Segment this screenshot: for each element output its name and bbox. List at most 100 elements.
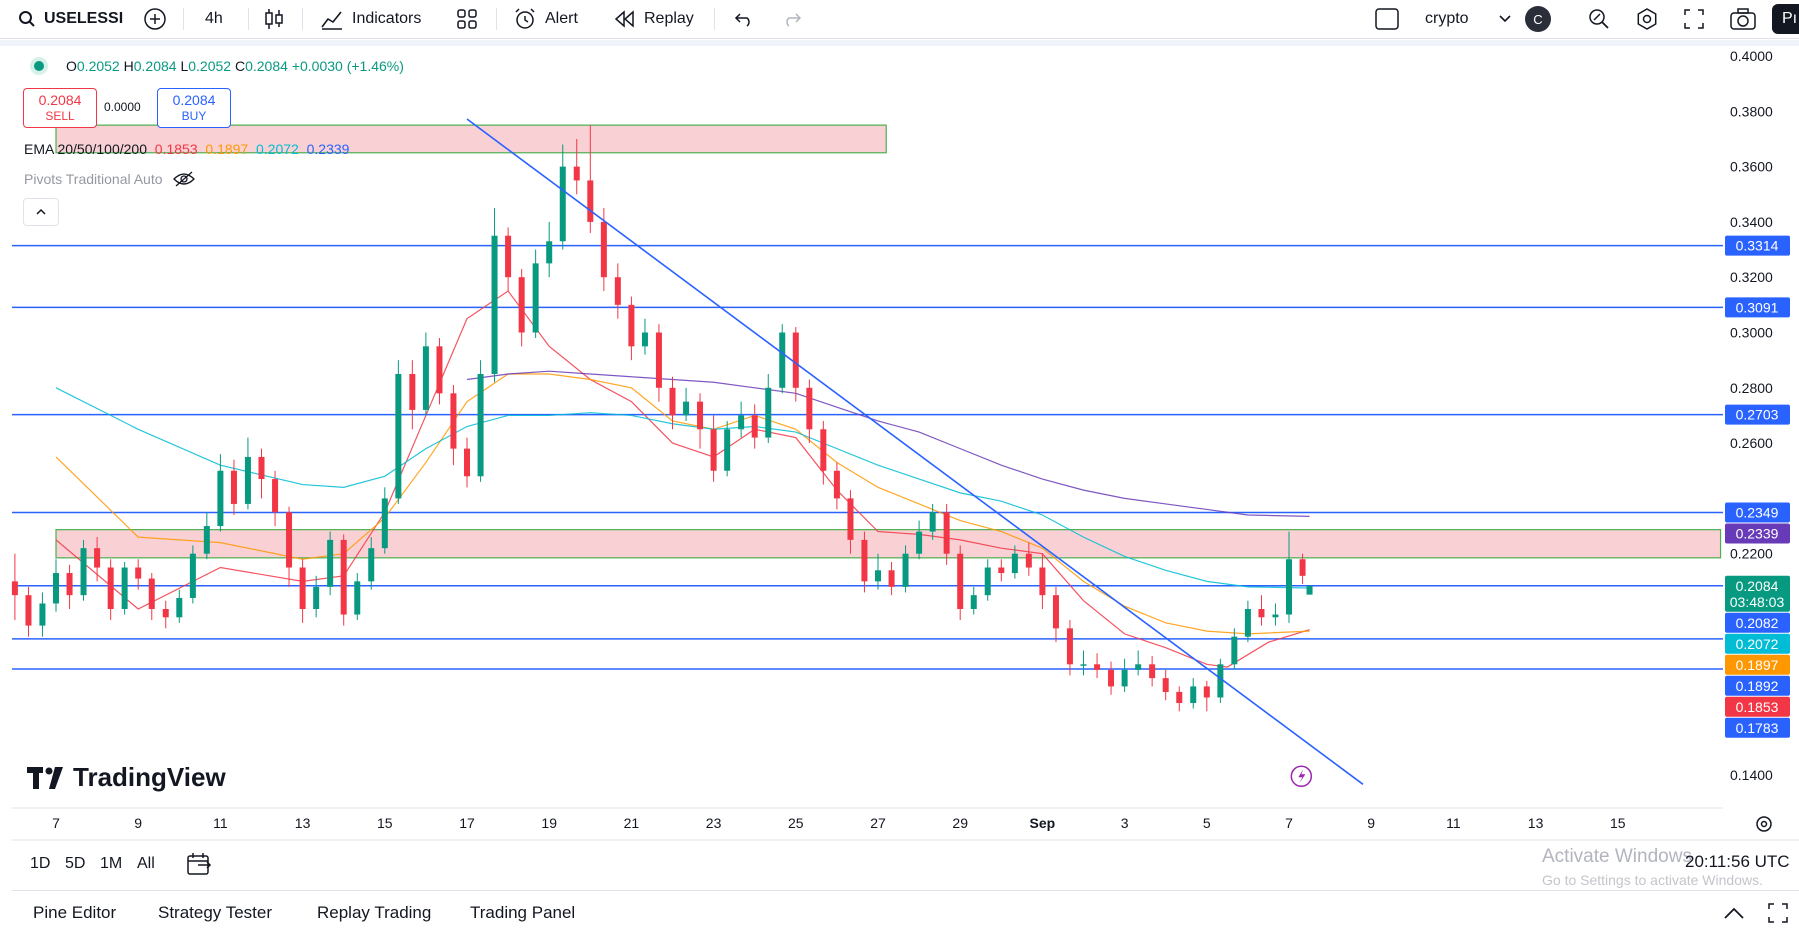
candle-body[interactable] bbox=[340, 539, 347, 615]
layout-menu-button[interactable] bbox=[1498, 0, 1512, 38]
candle-body[interactable] bbox=[669, 387, 676, 416]
price-label-badge[interactable] bbox=[1725, 575, 1790, 612]
replay-button[interactable]: Replay bbox=[614, 0, 694, 38]
candle-body[interactable] bbox=[203, 526, 210, 554]
candle-body[interactable] bbox=[641, 332, 648, 347]
candle-body[interactable] bbox=[244, 456, 251, 504]
date-range-button[interactable] bbox=[186, 840, 212, 888]
candle-body[interactable] bbox=[327, 539, 334, 587]
candle-body[interactable] bbox=[861, 539, 868, 582]
price-label-badge[interactable] bbox=[1725, 717, 1790, 738]
candle-body[interactable] bbox=[450, 393, 457, 449]
candle-body[interactable] bbox=[559, 166, 566, 242]
candle-body[interactable] bbox=[751, 415, 758, 438]
candle-body[interactable] bbox=[409, 373, 416, 410]
candle-body[interactable] bbox=[970, 595, 977, 609]
resistance-zone[interactable] bbox=[55, 124, 887, 154]
candle-body[interactable] bbox=[422, 346, 429, 410]
candle-body[interactable] bbox=[286, 512, 293, 568]
candle-body[interactable] bbox=[1217, 664, 1224, 698]
candle-body[interactable] bbox=[39, 603, 46, 626]
candle-body[interactable] bbox=[313, 586, 320, 609]
candle-body[interactable] bbox=[806, 387, 813, 430]
tab-strategy-tester[interactable]: Strategy Tester bbox=[158, 903, 273, 922]
candle-body[interactable] bbox=[655, 332, 662, 388]
settings-button[interactable] bbox=[1635, 0, 1659, 38]
quick-search-button[interactable] bbox=[1587, 0, 1611, 38]
candle-body[interactable] bbox=[957, 553, 964, 609]
redo-button[interactable] bbox=[782, 0, 802, 38]
candle-body[interactable] bbox=[875, 570, 881, 582]
candle-body[interactable] bbox=[697, 401, 704, 430]
symbol-search[interactable]: USELESSI bbox=[18, 0, 123, 38]
candle-body[interactable] bbox=[395, 373, 402, 499]
candle-body[interactable] bbox=[368, 548, 375, 582]
candle-body[interactable] bbox=[1258, 609, 1265, 618]
tab-replay-trading[interactable]: Replay Trading bbox=[317, 903, 432, 922]
resistance-zone[interactable] bbox=[55, 529, 1722, 559]
candle-body[interactable] bbox=[148, 578, 155, 609]
tab-pine-editor[interactable]: Pine Editor bbox=[33, 903, 117, 922]
undo-button[interactable] bbox=[734, 0, 754, 38]
candle-body[interactable] bbox=[1286, 559, 1292, 615]
candle-body[interactable] bbox=[1306, 585, 1313, 595]
candle-body[interactable] bbox=[25, 595, 32, 626]
range-1m-button[interactable]: 1M bbox=[100, 855, 123, 872]
candle-body[interactable] bbox=[258, 456, 265, 480]
candle-body[interactable] bbox=[792, 332, 799, 388]
ema200-line[interactable] bbox=[466, 370, 1310, 517]
candle-body[interactable] bbox=[532, 263, 539, 333]
candle-body[interactable] bbox=[1052, 595, 1059, 629]
price-label-badge[interactable] bbox=[1725, 675, 1790, 696]
candle-body[interactable] bbox=[779, 332, 786, 388]
candle-body[interactable] bbox=[738, 415, 745, 430]
candle-body[interactable] bbox=[176, 597, 183, 618]
candle-body[interactable] bbox=[1094, 664, 1101, 670]
candle-body[interactable] bbox=[354, 581, 361, 615]
candle-body[interactable] bbox=[546, 241, 553, 264]
candle-body[interactable] bbox=[1039, 567, 1046, 596]
candle-body[interactable] bbox=[66, 573, 73, 596]
candle-body[interactable] bbox=[189, 553, 196, 598]
candle-body[interactable] bbox=[984, 567, 991, 596]
interval-button[interactable]: 4h bbox=[205, 10, 223, 27]
price-label-badge[interactable] bbox=[1725, 404, 1790, 425]
tab-trading-panel[interactable]: Trading Panel bbox=[470, 903, 576, 922]
candle-body[interactable] bbox=[1272, 614, 1279, 618]
axis-settings-icon[interactable] bbox=[1756, 816, 1772, 832]
candle-body[interactable] bbox=[1299, 559, 1306, 576]
price-label-badge[interactable] bbox=[1725, 654, 1790, 675]
snapshot-button[interactable] bbox=[1730, 0, 1756, 38]
candle-body[interactable] bbox=[217, 470, 224, 527]
candle-body[interactable] bbox=[929, 512, 936, 532]
price-label-badge[interactable] bbox=[1725, 297, 1790, 318]
price-label-badge[interactable] bbox=[1725, 612, 1790, 633]
range-all-button[interactable]: All bbox=[137, 855, 155, 872]
candle-body[interactable] bbox=[230, 470, 237, 504]
candle-body[interactable] bbox=[272, 479, 279, 513]
candle-body[interactable] bbox=[464, 448, 470, 477]
candle-body[interactable] bbox=[1025, 553, 1032, 568]
maximize-panel-button[interactable] bbox=[1768, 891, 1788, 935]
candle-body[interactable] bbox=[1149, 664, 1156, 679]
candle-body[interactable] bbox=[1121, 669, 1128, 687]
utc-clock[interactable]: 20:11:56 UTC bbox=[1685, 852, 1790, 871]
candle-body[interactable] bbox=[107, 567, 114, 609]
candle-body[interactable] bbox=[518, 277, 525, 333]
indicators-button[interactable]: Indicators bbox=[320, 0, 421, 38]
candle-body[interactable] bbox=[1231, 636, 1238, 665]
candle-body[interactable] bbox=[1203, 686, 1210, 698]
candle-body[interactable] bbox=[724, 429, 731, 471]
candle-body[interactable] bbox=[573, 166, 580, 181]
layout-name-button[interactable]: crypto bbox=[1425, 10, 1469, 27]
candle-body[interactable] bbox=[1244, 609, 1251, 637]
compare-button[interactable] bbox=[143, 0, 167, 38]
candle-body[interactable] bbox=[299, 567, 306, 609]
templates-button[interactable] bbox=[456, 0, 478, 38]
layout-checkbox[interactable] bbox=[1375, 0, 1399, 38]
candle-body[interactable] bbox=[162, 609, 169, 618]
price-label-badge[interactable] bbox=[1725, 235, 1790, 256]
price-label-badge[interactable] bbox=[1725, 523, 1790, 544]
candle-body[interactable] bbox=[628, 304, 635, 347]
candle-body[interactable] bbox=[94, 548, 101, 568]
